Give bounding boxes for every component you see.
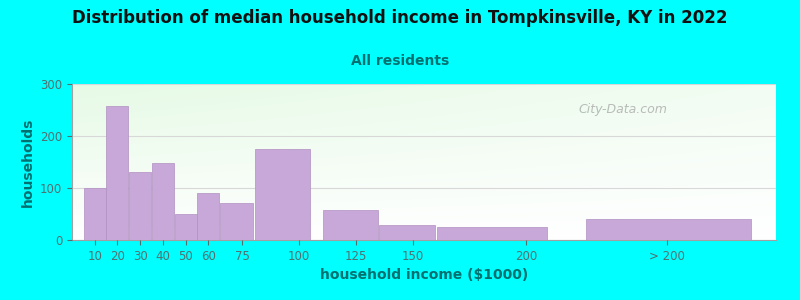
Y-axis label: households: households — [21, 117, 34, 207]
Bar — [174, 214, 197, 240]
X-axis label: household income ($1000): household income ($1000) — [320, 268, 528, 282]
Bar — [220, 202, 253, 240]
Bar — [84, 188, 106, 240]
Bar — [322, 210, 378, 240]
Bar — [437, 227, 547, 240]
Text: Distribution of median household income in Tompkinsville, KY in 2022: Distribution of median household income … — [72, 9, 728, 27]
Text: City-Data.com: City-Data.com — [579, 103, 668, 116]
Bar — [129, 172, 151, 240]
Bar — [106, 106, 129, 240]
Bar — [152, 163, 174, 240]
Bar — [254, 149, 310, 240]
Bar — [198, 193, 219, 240]
Bar — [586, 219, 750, 240]
Bar — [379, 225, 434, 240]
Text: All residents: All residents — [351, 54, 449, 68]
